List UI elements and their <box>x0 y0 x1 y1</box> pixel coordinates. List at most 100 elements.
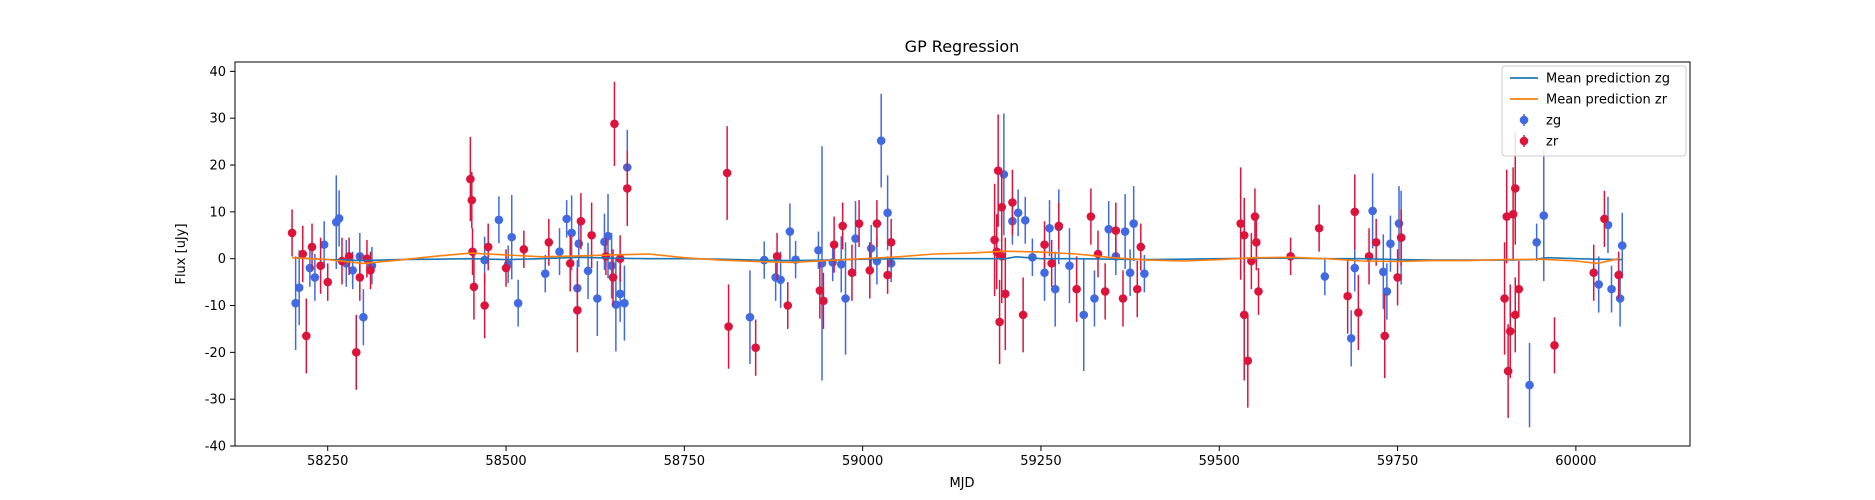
data-point-zg <box>1065 261 1074 271</box>
data-point-zg <box>1320 272 1330 281</box>
data-point-zr <box>1514 284 1524 294</box>
y-tick-label: 10 <box>209 205 226 220</box>
data-point-zr <box>1118 294 1128 303</box>
data-point-zr <box>1250 212 1260 221</box>
legend-point-marker <box>1519 136 1529 146</box>
legend: Mean prediction zg Mean prediction zr zg zr <box>1501 65 1687 157</box>
y-tick-label: -40 <box>205 440 226 455</box>
data-point-zr <box>783 301 793 310</box>
data-point-zg <box>1379 267 1388 277</box>
data-point-zr <box>1008 198 1017 207</box>
data-point-zr <box>1503 366 1513 376</box>
data-point-zr <box>366 266 375 275</box>
data-point-zg <box>1594 280 1604 289</box>
data-point-zr <box>1286 252 1295 261</box>
data-point-zr <box>483 242 493 252</box>
data-point-zr <box>838 221 847 231</box>
y-tick-label: 40 <box>209 65 226 80</box>
data-point-zg <box>1120 227 1130 236</box>
data-point-zr <box>1343 291 1352 301</box>
legend-label: zr <box>1546 135 1559 150</box>
data-point-zr <box>302 331 311 341</box>
data-point-zr <box>819 296 828 306</box>
data-point-zr <box>469 282 479 292</box>
y-tick-label: 30 <box>209 112 226 127</box>
data-point-zr <box>1111 226 1121 235</box>
data-point-zg <box>583 266 593 276</box>
data-point-zr <box>1380 331 1390 341</box>
data-point-zr <box>1243 356 1253 366</box>
data-point-zg <box>1386 239 1395 248</box>
data-point-zr <box>1589 268 1599 278</box>
data-point-zr <box>565 259 575 268</box>
x-tick-label: 60000 <box>1555 454 1596 469</box>
x-tick-label: 59250 <box>1020 454 1061 469</box>
data-point-zr <box>601 252 611 261</box>
data-point-zr <box>622 184 632 193</box>
data-point-zg <box>785 227 795 236</box>
data-point-zr <box>1614 270 1623 280</box>
plot-area: 58250 58500 58750 59000 59250 59500 59750 60000… <box>205 61 1691 469</box>
data-point-zr <box>501 263 511 273</box>
data-point-zg <box>480 255 489 265</box>
data-point-zg <box>1617 241 1627 250</box>
y-tick-label: -10 <box>205 299 226 314</box>
data-point-zg <box>1129 219 1138 228</box>
data-point-zr <box>573 305 582 315</box>
data-point-zr <box>1254 287 1263 296</box>
data-layer <box>287 81 1627 428</box>
legend-label: Mean prediction zr <box>1546 93 1668 108</box>
data-point-zg <box>1079 310 1089 320</box>
data-point-zg <box>1050 284 1060 294</box>
data-point-zg <box>574 239 584 248</box>
data-point-zr <box>466 174 475 184</box>
data-point-zr <box>1393 273 1402 282</box>
data-point-zr <box>1396 233 1406 242</box>
x-tick-label: 58250 <box>307 454 348 469</box>
data-point-zg <box>1382 287 1392 296</box>
data-point-zg <box>562 214 571 224</box>
data-point-zr <box>993 166 1003 175</box>
data-point-zg <box>607 261 616 271</box>
data-point-zr <box>997 202 1007 212</box>
data-point-zg <box>1350 263 1360 273</box>
data-point-zg <box>851 234 860 243</box>
data-point-zr <box>1239 230 1249 240</box>
data-point-zr <box>1508 209 1518 219</box>
data-point-zg <box>1532 237 1541 247</box>
y-tick-label: -30 <box>205 393 226 408</box>
data-point-zr <box>1252 237 1261 247</box>
data-point-zr <box>480 301 489 310</box>
data-point-zr <box>1510 310 1520 320</box>
data-point-zr <box>1510 184 1520 193</box>
data-point-zr <box>815 286 825 295</box>
data-point-zr <box>829 240 839 249</box>
data-point-zr <box>344 252 354 261</box>
data-point-zr <box>587 230 596 240</box>
data-point-zg <box>507 232 517 242</box>
data-point-zr <box>1350 207 1360 217</box>
x-tick-label: 59000 <box>842 454 883 469</box>
data-point-zr <box>608 273 618 282</box>
data-point-zg <box>1020 215 1030 225</box>
data-point-zr <box>1047 259 1056 268</box>
series-zg <box>291 93 1627 428</box>
data-point-zr <box>847 268 857 278</box>
data-point-zr <box>351 348 361 357</box>
data-point-zr <box>886 237 896 247</box>
data-point-zg <box>620 298 629 308</box>
data-point-zr <box>323 277 333 287</box>
data-point-zg <box>513 298 523 308</box>
y-tick-label: -20 <box>205 346 226 361</box>
data-point-zr <box>519 245 529 254</box>
data-point-zr <box>1500 294 1509 303</box>
data-point-zr <box>751 343 760 352</box>
data-point-zg <box>494 215 504 225</box>
data-point-zg <box>1394 219 1404 228</box>
legend-label: Mean prediction zg <box>1546 72 1670 87</box>
data-point-zg <box>1525 380 1534 390</box>
data-point-zg <box>866 244 876 253</box>
data-point-zr <box>772 252 782 261</box>
data-point-zg <box>836 260 846 269</box>
data-point-zr <box>1239 310 1249 320</box>
